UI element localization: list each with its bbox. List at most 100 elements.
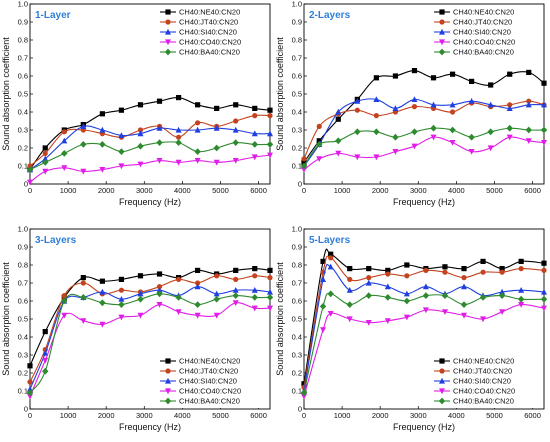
legend-marker — [164, 397, 172, 405]
legend-label: CH40:SI40:CN20 — [453, 377, 511, 386]
data-point — [316, 123, 322, 129]
legend-marker — [439, 9, 445, 15]
data-point — [301, 381, 307, 387]
legend-item: CH40:CO40:CN20 — [160, 387, 241, 396]
y-tick-label: 0.8 — [292, 36, 302, 45]
legend-marker — [165, 28, 171, 35]
legend-item: CH40:JT40:CN20 — [160, 367, 238, 376]
data-point — [42, 329, 48, 335]
data-point — [156, 139, 163, 146]
legend-marker — [439, 28, 445, 35]
data-point — [118, 301, 125, 308]
series-ba — [300, 124, 548, 170]
data-point — [384, 318, 391, 324]
data-point — [61, 297, 68, 305]
data-point — [301, 393, 307, 400]
data-point — [423, 267, 429, 273]
data-point — [195, 102, 201, 108]
x-tick-label: 4000 — [448, 186, 465, 195]
data-point — [525, 101, 532, 108]
data-point — [507, 71, 513, 77]
data-point — [487, 128, 494, 136]
data-point — [499, 266, 505, 272]
y-tick-label: 0.9 — [292, 18, 302, 27]
data-point — [42, 350, 49, 356]
legend-marker — [438, 397, 446, 405]
data-point — [118, 132, 125, 138]
data-point — [468, 149, 475, 155]
y-tick-label: 0.8 — [18, 261, 28, 270]
data-point — [541, 267, 547, 273]
series-si — [27, 123, 273, 173]
data-point — [99, 288, 106, 295]
legend-label: CH40:CO40:CN20 — [179, 38, 241, 47]
data-point — [175, 139, 182, 146]
data-point — [156, 125, 163, 131]
data-point — [541, 101, 547, 108]
data-point — [175, 134, 182, 140]
data-point — [469, 78, 475, 84]
y-tick-label: 0.7 — [18, 54, 28, 63]
data-point — [194, 158, 201, 164]
data-point — [319, 303, 327, 310]
data-point — [526, 69, 532, 75]
data-point — [267, 107, 273, 113]
x-tick-label: 2000 — [372, 186, 389, 195]
data-point — [354, 128, 361, 136]
y-tick-label: 0.1 — [18, 387, 28, 396]
data-point — [430, 75, 437, 81]
data-point — [267, 275, 273, 281]
data-point — [525, 126, 532, 134]
y-tick-label: 0.9 — [292, 243, 302, 252]
x-tick-label: 0 — [28, 186, 32, 195]
data-point — [233, 118, 239, 124]
data-point — [213, 159, 220, 166]
legend-label: CH40:NE40:CN20 — [179, 357, 240, 366]
data-point — [266, 141, 274, 148]
data-point — [507, 102, 513, 108]
y-tick-label: 1.0 — [292, 0, 302, 9]
x-axis-label: Frequency (Hz) — [119, 197, 181, 207]
data-point — [194, 301, 201, 308]
y-tick-label: 0.7 — [292, 54, 302, 63]
y-tick-label: 0.5 — [18, 315, 28, 324]
legend-marker — [439, 377, 445, 384]
data-point — [252, 113, 258, 119]
legend-marker — [439, 358, 445, 364]
data-point — [80, 280, 86, 286]
x-tick-label: 1000 — [60, 186, 77, 195]
data-point — [251, 130, 258, 137]
x-tick-label: 6000 — [524, 186, 541, 195]
y-tick-label: 0.2 — [18, 144, 28, 153]
y-tick-label: 0.9 — [18, 18, 28, 27]
data-point — [354, 107, 360, 113]
data-point — [80, 294, 87, 301]
data-point — [479, 294, 487, 301]
series-ba — [300, 290, 548, 397]
data-point — [118, 314, 125, 321]
series-co — [27, 152, 273, 186]
legend-marker — [165, 39, 171, 46]
legend-item: CH40:JT40:CN20 — [434, 18, 512, 27]
data-point — [42, 145, 48, 151]
legend: CH40:NE40:CN20CH40:JT40:CN20CH40:SI40:CN… — [431, 354, 543, 408]
data-point — [118, 163, 125, 170]
data-point — [461, 312, 467, 319]
y-tick-label: 0.3 — [18, 351, 28, 360]
data-point — [194, 148, 201, 155]
series-co — [27, 300, 273, 400]
x-tick-label: 4000 — [448, 411, 465, 420]
y-tick-label: 0.6 — [18, 297, 28, 306]
data-point — [411, 128, 418, 136]
data-point — [137, 102, 144, 108]
y-tick-label: 0.4 — [292, 108, 302, 117]
y-tick-label: 0.1 — [292, 387, 302, 396]
data-point — [214, 105, 220, 111]
y-tick-label: 0.3 — [18, 126, 28, 135]
data-point — [252, 105, 258, 111]
legend-marker — [439, 368, 445, 374]
data-point — [42, 150, 48, 156]
data-point — [214, 273, 220, 279]
data-point — [301, 159, 307, 165]
data-point — [137, 290, 144, 297]
